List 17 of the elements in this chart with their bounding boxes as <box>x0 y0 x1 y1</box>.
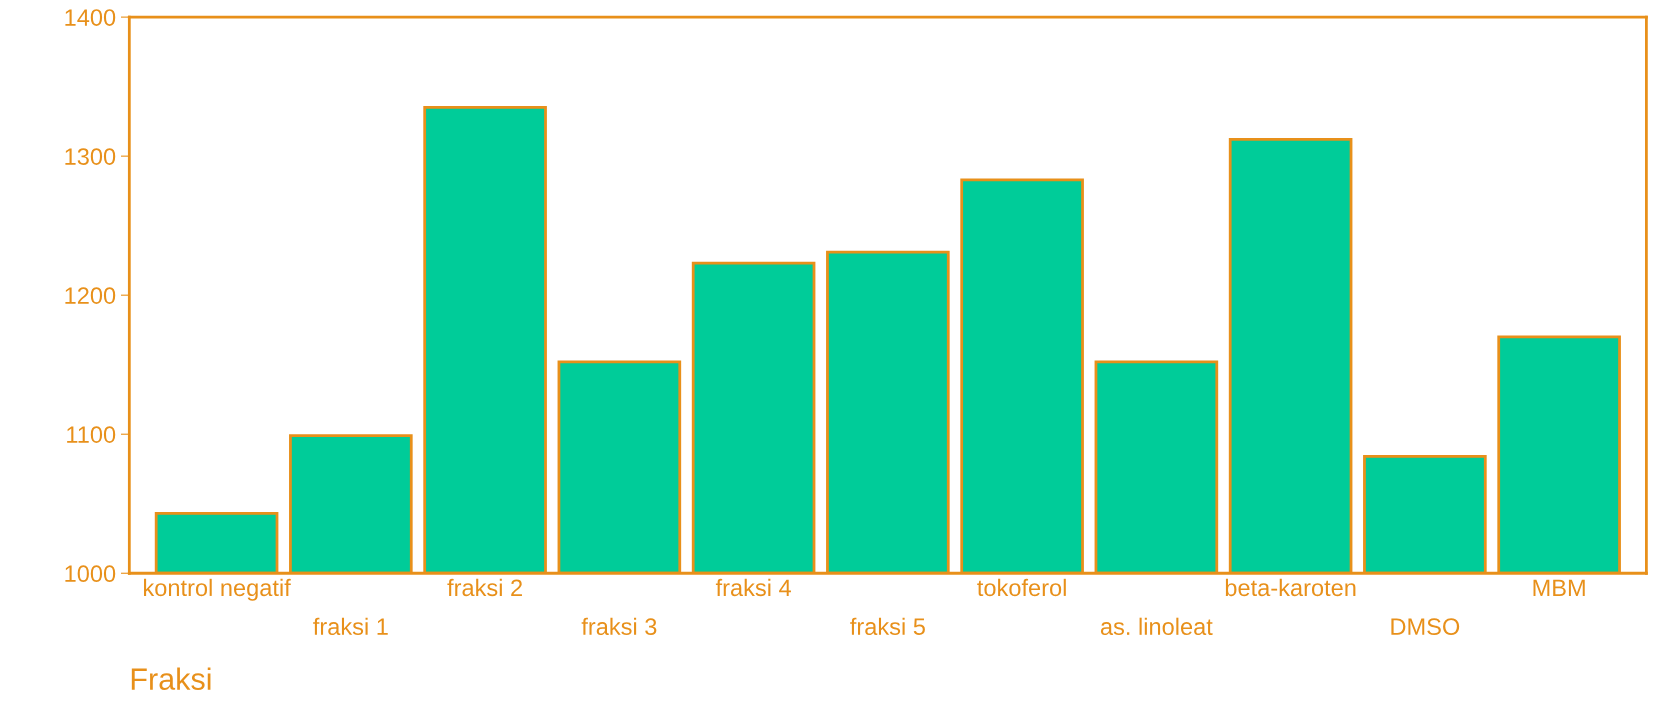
y-tick-label: 1000 <box>65 565 116 583</box>
y-tick-label: 1400 <box>65 9 116 26</box>
x-tick-label: fraksi 5 <box>850 617 925 636</box>
x-tick-label: kontrol negatif <box>144 578 291 601</box>
x-tick-label: fraksi 4 <box>715 578 791 597</box>
y-tick-label: 1200 <box>65 287 116 304</box>
x-tick-label: as. linoleat <box>1100 617 1213 636</box>
x-tick-label: fraksi 2 <box>447 578 522 597</box>
x-tick-label: fraksi 1 <box>313 617 388 636</box>
x-axis-title: Fraksi <box>131 667 211 690</box>
x-tick-label: fraksi 3 <box>581 617 657 636</box>
y-tick-label: 1100 <box>67 426 116 443</box>
x-tick-label: MBM <box>1533 579 1585 596</box>
y-tick-label: 1300 <box>65 148 116 165</box>
x-tick-label: DMSO <box>1391 618 1460 636</box>
x-tick-label: beta-karoten <box>1225 578 1356 597</box>
x-tick-label: tokoferol <box>977 578 1066 597</box>
